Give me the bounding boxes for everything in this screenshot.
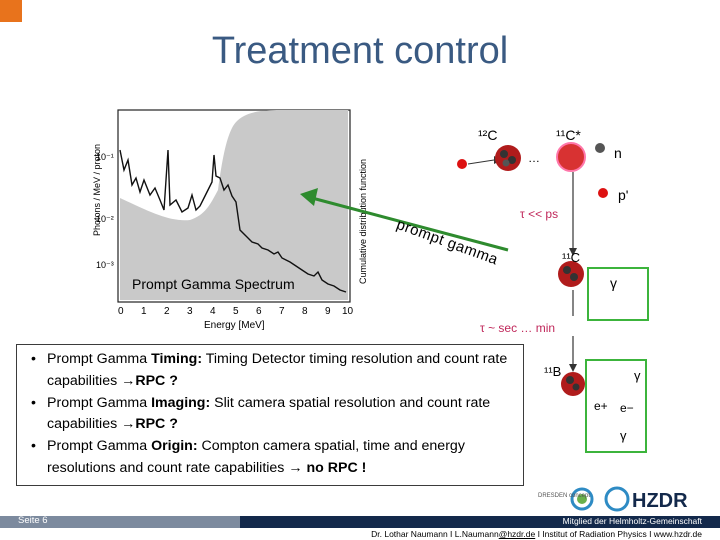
gamma-box-1: [587, 267, 649, 321]
x-tick: 5: [233, 306, 239, 317]
footer-bar-light: [0, 516, 240, 528]
electron-label: e−: [620, 401, 634, 415]
p-prime-label: p': [618, 187, 628, 203]
boron11-nucleus: [561, 372, 585, 396]
page-number: Seite 6: [18, 515, 48, 526]
y-tick-1: 10⁻¹: [96, 152, 114, 162]
x-tick: 1: [141, 306, 147, 317]
spectrum-plot: Photons / MeV / proton Cumulative distri…: [92, 109, 368, 331]
c12-label: ¹²C: [478, 127, 497, 143]
neutron: [595, 143, 605, 153]
carbon11star-nucleus: [556, 142, 586, 172]
corner-accent: [0, 0, 22, 22]
x-tick: 3: [187, 306, 193, 317]
x-tick: 10: [342, 306, 354, 317]
spectrum-line: [119, 149, 347, 293]
bullet-box: Prompt Gamma Timing: Timing Detector tim…: [16, 344, 524, 486]
svg-text:HZDR: HZDR: [632, 490, 688, 512]
reaction-diagram: ¹²C ¹¹C* … n p' τ << ps ¹¹C γ τ ~ sec … …: [457, 127, 649, 453]
b11-label: ¹¹B: [544, 364, 561, 379]
proton-prime: [598, 188, 608, 198]
y-tick-3: 10⁻³: [96, 260, 114, 270]
c11star-label: ¹¹C*: [556, 127, 581, 143]
c11-label: ¹¹C: [562, 250, 580, 265]
tau-long-label: τ ~ sec … min: [480, 321, 555, 335]
gamma-label-2: γ: [634, 368, 641, 383]
proton: [457, 159, 467, 169]
gamma-label-3: γ: [620, 428, 627, 443]
x-tick: 8: [302, 306, 308, 317]
hzdr-logo: HZDR: [604, 486, 688, 512]
bullet-item: Prompt Gamma Timing: Timing Detector tim…: [31, 349, 517, 393]
x-tick: 9: [325, 306, 331, 317]
gamma-box-2: [585, 359, 647, 453]
contact-line: Dr. Lothar Naumann I L.Naumann@hzdr.de I…: [371, 529, 702, 539]
carbon12-nucleus: [495, 145, 521, 171]
x-tick: 2: [164, 306, 170, 317]
bullet-item: Prompt Gamma Imaging: Slit camera spatia…: [31, 393, 517, 437]
y-tick-2: 10⁻²: [96, 214, 114, 224]
svg-text:DRESDEN concept: DRESDEN concept: [538, 493, 590, 499]
prompt-gamma-arrow: [300, 188, 509, 252]
positron-label: e+: [594, 399, 608, 413]
email-link[interactable]: @hzdr.de: [498, 529, 536, 539]
x-tick: 6: [256, 306, 262, 317]
y2-axis-label: Cumulative distribution function: [358, 159, 368, 284]
cdf-area: [120, 110, 348, 300]
spectrum-label: Prompt Gamma Spectrum: [132, 276, 295, 292]
gamma-label-1: γ: [610, 275, 617, 291]
x-tick: 0: [118, 306, 124, 317]
slide-title: Treatment control: [211, 30, 509, 72]
x-tick: 7: [279, 306, 285, 317]
x-tick: 4: [210, 306, 216, 317]
x-axis-label: Energy [MeV]: [204, 320, 265, 331]
tau-short-label: τ << ps: [520, 207, 558, 221]
dresden-concept-logo: DRESDEN concept: [538, 487, 594, 511]
dots: …: [528, 151, 540, 165]
membership-text: Mitglied der Helmholtz-Gemeinschaft: [562, 516, 702, 526]
x-ticks: 0 1 2 3 4 5 6 7 8 9 10: [118, 306, 354, 317]
y-axis-label: Photons / MeV / proton: [92, 144, 102, 236]
neutron-label: n: [614, 145, 622, 161]
bullet-item: Prompt Gamma Origin: Compton camera spat…: [31, 436, 517, 480]
